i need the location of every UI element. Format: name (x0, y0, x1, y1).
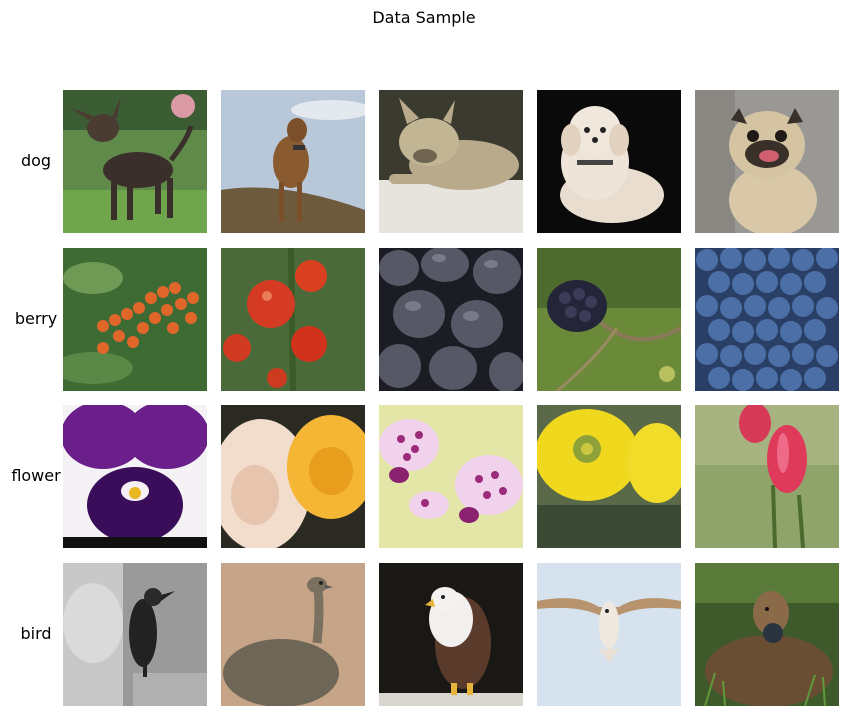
row-label-dog: dog (20, 151, 52, 170)
orange-rowan-berries-icon (63, 248, 207, 391)
image-bird-5 (695, 563, 839, 706)
blueberries-pile-icon (695, 248, 839, 391)
row-label-berry: berry (14, 309, 58, 328)
brown-dog-on-hill-icon (221, 90, 365, 233)
red-tulips-icon (695, 405, 839, 548)
image-berry-2 (221, 248, 365, 391)
eagle-perched-icon (379, 563, 523, 706)
image-bird-2 (221, 563, 365, 706)
emu-walking-icon (221, 563, 365, 706)
row-label-bird: bird (20, 624, 52, 643)
image-bird-1 (63, 563, 207, 706)
image-berry-4 (537, 248, 681, 391)
image-dog-2 (221, 90, 365, 233)
image-dog-4 (537, 90, 681, 233)
image-flower-3 (379, 405, 523, 548)
seagull-in-flight-icon (537, 563, 681, 706)
row-label-flower: flower (11, 466, 61, 485)
pug-sitting-icon (695, 90, 839, 233)
french-bulldog-lying-icon (379, 90, 523, 233)
image-flower-1 (63, 405, 207, 548)
image-bird-3 (379, 563, 523, 706)
red-tomatoes-on-vine-icon (221, 248, 365, 391)
spotted-pink-orchids-icon (379, 405, 523, 548)
image-flower-5 (695, 405, 839, 548)
yellow-cactus-flower-icon (537, 405, 681, 548)
figure-title: Data Sample (372, 8, 476, 27)
duck-in-grass-icon (695, 563, 839, 706)
dark-plums-icon (379, 248, 523, 391)
image-bird-4 (537, 563, 681, 706)
image-dog-1 (63, 90, 207, 233)
image-berry-1 (63, 248, 207, 391)
purple-white-pansy-icon (63, 405, 207, 548)
cream-and-yellow-roses-icon (221, 405, 365, 548)
crow-on-statue-bw-icon (63, 563, 207, 706)
brindle-chihuahua-on-grass-icon (63, 90, 207, 233)
image-berry-5 (695, 248, 839, 391)
image-berry-3 (379, 248, 523, 391)
fluffy-white-dog-black-bg-icon (537, 90, 681, 233)
image-flower-2 (221, 405, 365, 548)
image-dog-5 (695, 90, 839, 233)
image-dog-3 (379, 90, 523, 233)
blackberry-on-branch-icon (537, 248, 681, 391)
image-flower-4 (537, 405, 681, 548)
